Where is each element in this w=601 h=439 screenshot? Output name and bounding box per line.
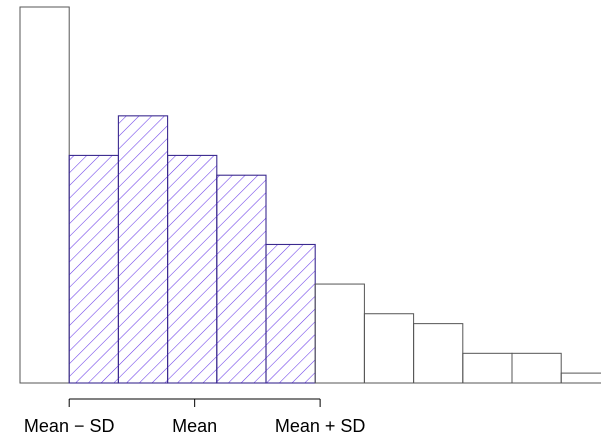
histogram-bar-highlighted — [117, 115, 169, 384]
bar-outline — [314, 283, 365, 384]
bar-outline — [560, 372, 601, 384]
x-axis-tick-label: Mean + SD — [275, 416, 366, 436]
bar-hatch-fill — [118, 115, 168, 383]
bar-outline — [511, 352, 562, 384]
x-axis-tick-label: Mean − SD — [24, 416, 115, 436]
bar-hatch-fill — [69, 155, 119, 383]
histogram-bar — [413, 323, 464, 384]
histogram-bar-highlighted — [167, 154, 218, 384]
histogram-bar-highlighted — [265, 243, 316, 384]
bar-outline — [19, 6, 70, 384]
bar-outline — [363, 313, 415, 384]
bar-hatch-fill — [167, 155, 217, 383]
bar-outline — [413, 323, 464, 384]
histogram-bar — [314, 283, 365, 384]
bar-hatch-fill — [266, 244, 316, 383]
x-axis: Mean − SD Mean Mean + SD — [24, 398, 365, 436]
histogram-bar-highlighted — [68, 154, 119, 384]
histogram-bar — [19, 6, 70, 384]
histogram-bar — [462, 352, 513, 384]
histogram-bars — [19, 6, 601, 384]
histogram-bar-highlighted — [216, 174, 267, 384]
bar-hatch-fill — [216, 175, 266, 383]
x-axis-ticks: Mean − SD Mean Mean + SD — [24, 399, 365, 436]
histogram-bar — [560, 372, 601, 384]
histogram-bar — [511, 352, 562, 384]
histogram-bar — [363, 313, 415, 384]
bar-outline — [462, 352, 513, 384]
x-axis-tick-label: Mean — [172, 416, 217, 436]
